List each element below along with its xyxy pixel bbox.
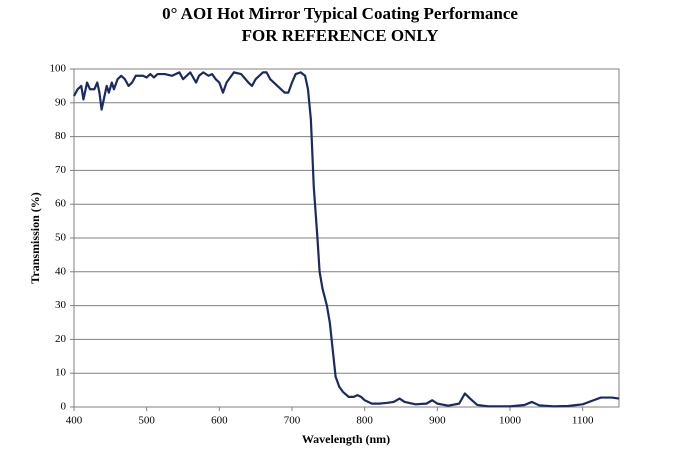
y-tick-label: 60 [55, 198, 67, 210]
y-tick-label: 40 [55, 265, 67, 277]
y-tick-label: 10 [55, 367, 67, 379]
x-tick-label: 700 [284, 415, 301, 427]
x-tick-label: 1000 [499, 415, 522, 427]
x-tick-label: 900 [429, 415, 446, 427]
y-tick-label: 100 [50, 63, 67, 75]
y-axis-label: Transmission (%) [28, 192, 42, 283]
y-tick-label: 50 [55, 232, 67, 244]
y-tick-label: 30 [55, 299, 67, 311]
x-axis-label: Wavelength (nm) [302, 432, 390, 446]
x-tick-label: 600 [211, 415, 228, 427]
y-tick-label: 20 [55, 333, 67, 345]
y-tick-label: 0 [61, 401, 67, 413]
y-tick-label: 80 [55, 130, 67, 142]
x-tick-label: 400 [66, 415, 83, 427]
x-tick-label: 500 [138, 415, 155, 427]
y-tick-label: 90 [55, 96, 67, 108]
y-tick-label: 70 [55, 164, 67, 176]
x-tick-label: 800 [356, 415, 373, 427]
chart-subtitle: FOR REFERENCE ONLY [242, 26, 439, 45]
x-tick-label: 1100 [572, 415, 594, 427]
line-series [73, 71, 620, 408]
chart-title: 0° AOI Hot Mirror Typical Coating Perfor… [162, 4, 518, 23]
